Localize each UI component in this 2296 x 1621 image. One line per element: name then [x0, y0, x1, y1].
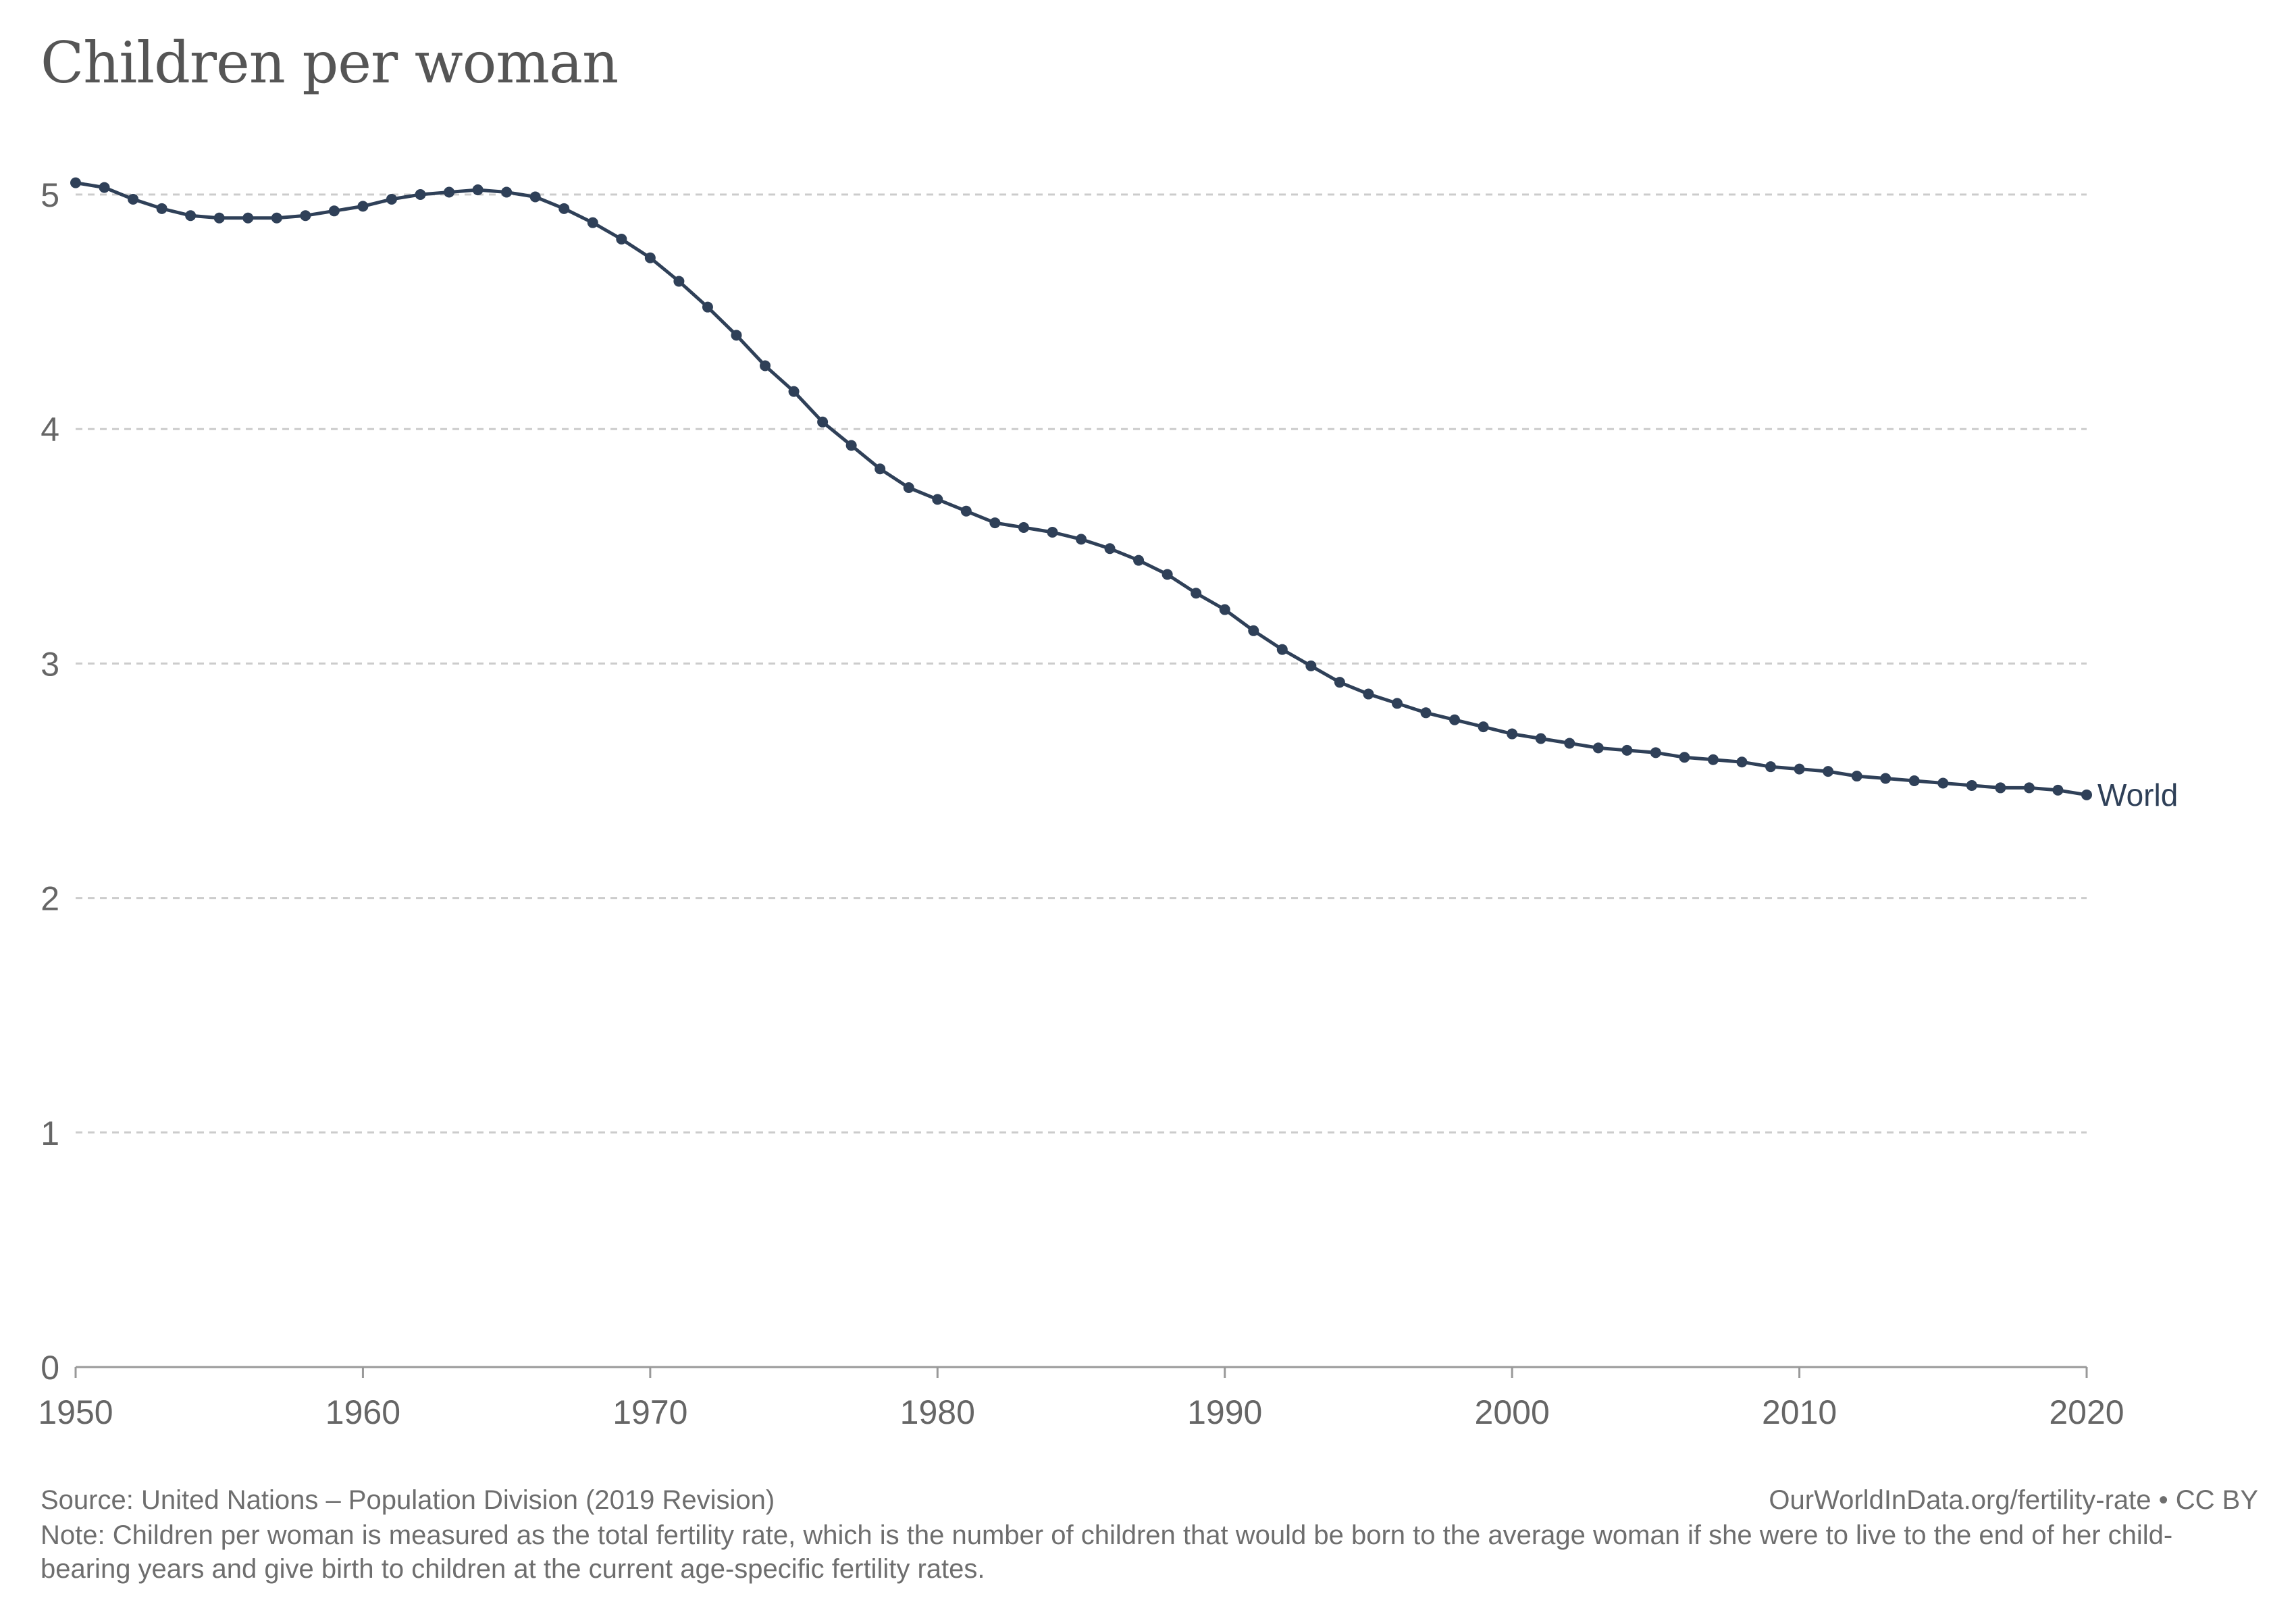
y-axis-tick-labels: 0 1 2 3 4 5 — [41, 176, 59, 1387]
data-point[interactable] — [99, 182, 110, 193]
x-tick-label: 1960 — [325, 1393, 400, 1431]
data-point[interactable] — [1707, 754, 1719, 765]
data-point[interactable] — [788, 386, 800, 397]
y-tick-label: 3 — [41, 645, 59, 683]
y-tick-label: 1 — [41, 1114, 59, 1152]
data-point[interactable] — [472, 184, 484, 196]
data-point[interactable] — [1794, 763, 1805, 775]
x-tick-label: 1970 — [612, 1393, 687, 1431]
data-point[interactable] — [415, 189, 426, 200]
x-tick-label: 2020 — [2049, 1393, 2124, 1431]
data-point[interactable] — [213, 212, 225, 224]
data-point[interactable] — [644, 252, 656, 263]
data-point[interactable] — [558, 203, 570, 214]
data-point[interactable] — [2052, 784, 2064, 796]
data-point[interactable] — [1535, 733, 1546, 744]
data-point[interactable] — [760, 360, 771, 371]
data-point[interactable] — [1621, 744, 1633, 756]
data-point[interactable] — [1449, 714, 1461, 725]
chart-title: Children per woman — [41, 30, 619, 96]
data-point[interactable] — [817, 416, 829, 428]
data-point[interactable] — [1047, 526, 1058, 538]
data-point[interactable] — [1823, 766, 1834, 777]
data-point[interactable] — [501, 186, 513, 198]
y-tick-label: 2 — [41, 880, 59, 918]
data-point[interactable] — [1564, 738, 1575, 749]
data-point[interactable] — [529, 191, 541, 203]
y-tick-label: 5 — [41, 176, 59, 214]
data-point[interactable] — [1162, 569, 1173, 580]
data-point[interactable] — [731, 330, 742, 341]
data-point[interactable] — [300, 210, 311, 222]
data-point[interactable] — [1248, 625, 1259, 636]
data-point[interactable] — [1363, 688, 1374, 700]
data-point[interactable] — [960, 505, 972, 517]
data-point[interactable] — [2023, 782, 2035, 794]
data-point[interactable] — [444, 186, 455, 198]
data-point[interactable] — [845, 440, 857, 451]
data-point[interactable] — [702, 301, 713, 313]
x-tick-label: 2000 — [1475, 1393, 1550, 1431]
data-point[interactable] — [932, 494, 943, 505]
data-point[interactable] — [1104, 543, 1116, 555]
data-point[interactable] — [587, 217, 598, 228]
data-point[interactable] — [1765, 761, 1777, 773]
series-world[interactable]: World — [70, 177, 2178, 813]
data-point[interactable] — [1650, 747, 1661, 758]
data-point[interactable] — [1391, 698, 1403, 709]
data-point[interactable] — [1478, 721, 1489, 733]
data-point[interactable] — [1679, 752, 1690, 763]
y-tick-label: 0 — [41, 1349, 59, 1387]
data-point[interactable] — [1507, 728, 1518, 740]
data-point[interactable] — [1736, 756, 1748, 768]
data-point[interactable] — [1851, 771, 1862, 782]
data-point[interactable] — [1995, 782, 2006, 794]
data-point[interactable] — [1133, 555, 1145, 566]
data-point[interactable] — [1191, 588, 1202, 599]
data-point[interactable] — [1219, 604, 1230, 615]
data-point[interactable] — [1880, 773, 1891, 784]
data-point[interactable] — [156, 203, 167, 214]
data-point[interactable] — [1018, 522, 1029, 534]
data-point[interactable] — [1966, 779, 1977, 791]
data-point[interactable] — [128, 193, 139, 205]
data-point[interactable] — [1276, 644, 1288, 655]
data-point[interactable] — [903, 482, 914, 493]
data-point[interactable] — [673, 276, 685, 287]
data-point[interactable] — [185, 210, 197, 222]
data-point[interactable] — [1076, 534, 1087, 545]
series-label-world: World — [2097, 777, 2178, 813]
y-tick-label: 4 — [41, 411, 59, 448]
x-tick-label: 1950 — [38, 1393, 113, 1431]
x-tick-label: 1980 — [900, 1393, 975, 1431]
data-point[interactable] — [357, 201, 369, 212]
data-point[interactable] — [875, 463, 886, 475]
data-point[interactable] — [616, 233, 627, 245]
data-point[interactable] — [1334, 677, 1345, 688]
data-point[interactable] — [1592, 742, 1604, 754]
data-point[interactable] — [1908, 775, 1920, 786]
data-point[interactable] — [271, 212, 282, 224]
x-axis: 1950 1960 1970 1980 1990 2000 2010 2020 — [38, 1366, 2124, 1431]
data-point[interactable] — [2081, 789, 2092, 800]
x-tick-label: 1990 — [1187, 1393, 1262, 1431]
data-point[interactable] — [1420, 707, 1432, 719]
data-point[interactable] — [1305, 660, 1317, 671]
data-point[interactable] — [1937, 777, 1949, 789]
data-point[interactable] — [328, 205, 340, 217]
data-point[interactable] — [70, 177, 81, 188]
gridlines — [76, 193, 2087, 1134]
definition-note: Note: Children per woman is measured as … — [41, 1520, 2173, 1584]
data-point[interactable] — [242, 212, 254, 224]
series-line-world — [75, 181, 2087, 797]
data-point[interactable] — [386, 193, 397, 205]
source-note: Source: United Nations – Population Divi… — [41, 1485, 775, 1515]
x-tick-label: 2010 — [1762, 1393, 1837, 1431]
data-point[interactable] — [989, 517, 1001, 529]
site-credit-link[interactable]: OurWorldInData.org/fertility-rate • CC B… — [1769, 1485, 2258, 1515]
